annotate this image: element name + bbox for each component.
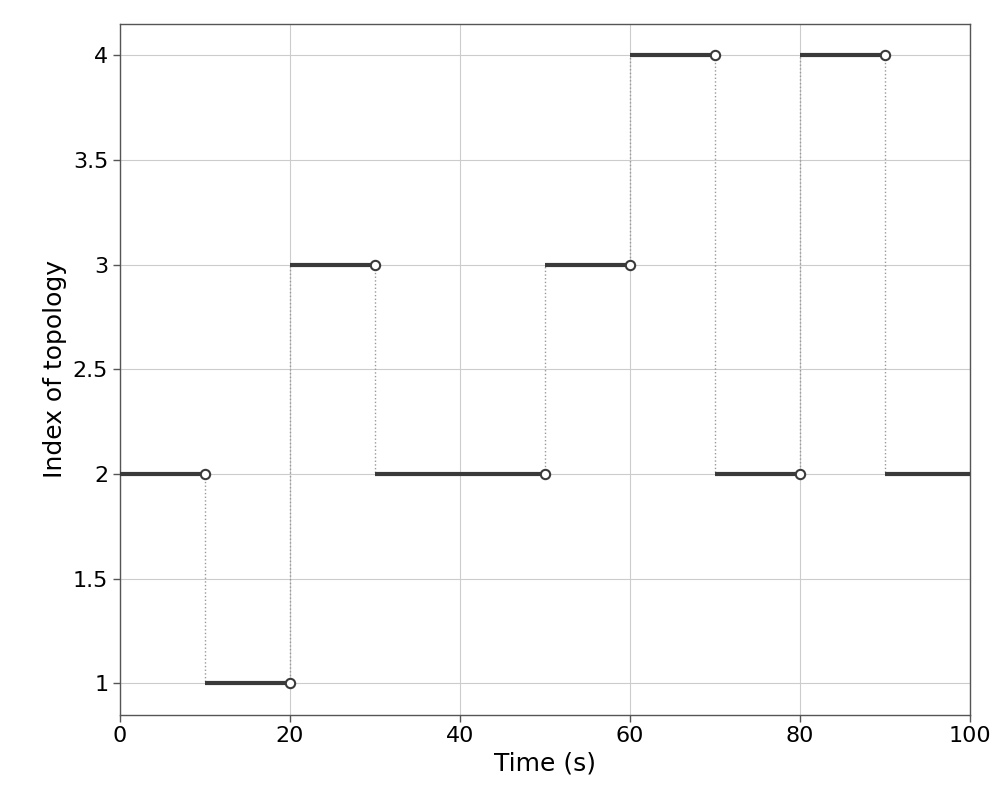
Point [622, 258, 638, 271]
Point [707, 49, 723, 62]
Y-axis label: Index of topology: Index of topology [43, 260, 67, 478]
Point [367, 258, 383, 271]
Point [197, 468, 213, 480]
Point [792, 468, 808, 480]
Point [282, 676, 298, 689]
Point [877, 49, 893, 62]
X-axis label: Time (s): Time (s) [494, 752, 596, 776]
Point [537, 468, 553, 480]
